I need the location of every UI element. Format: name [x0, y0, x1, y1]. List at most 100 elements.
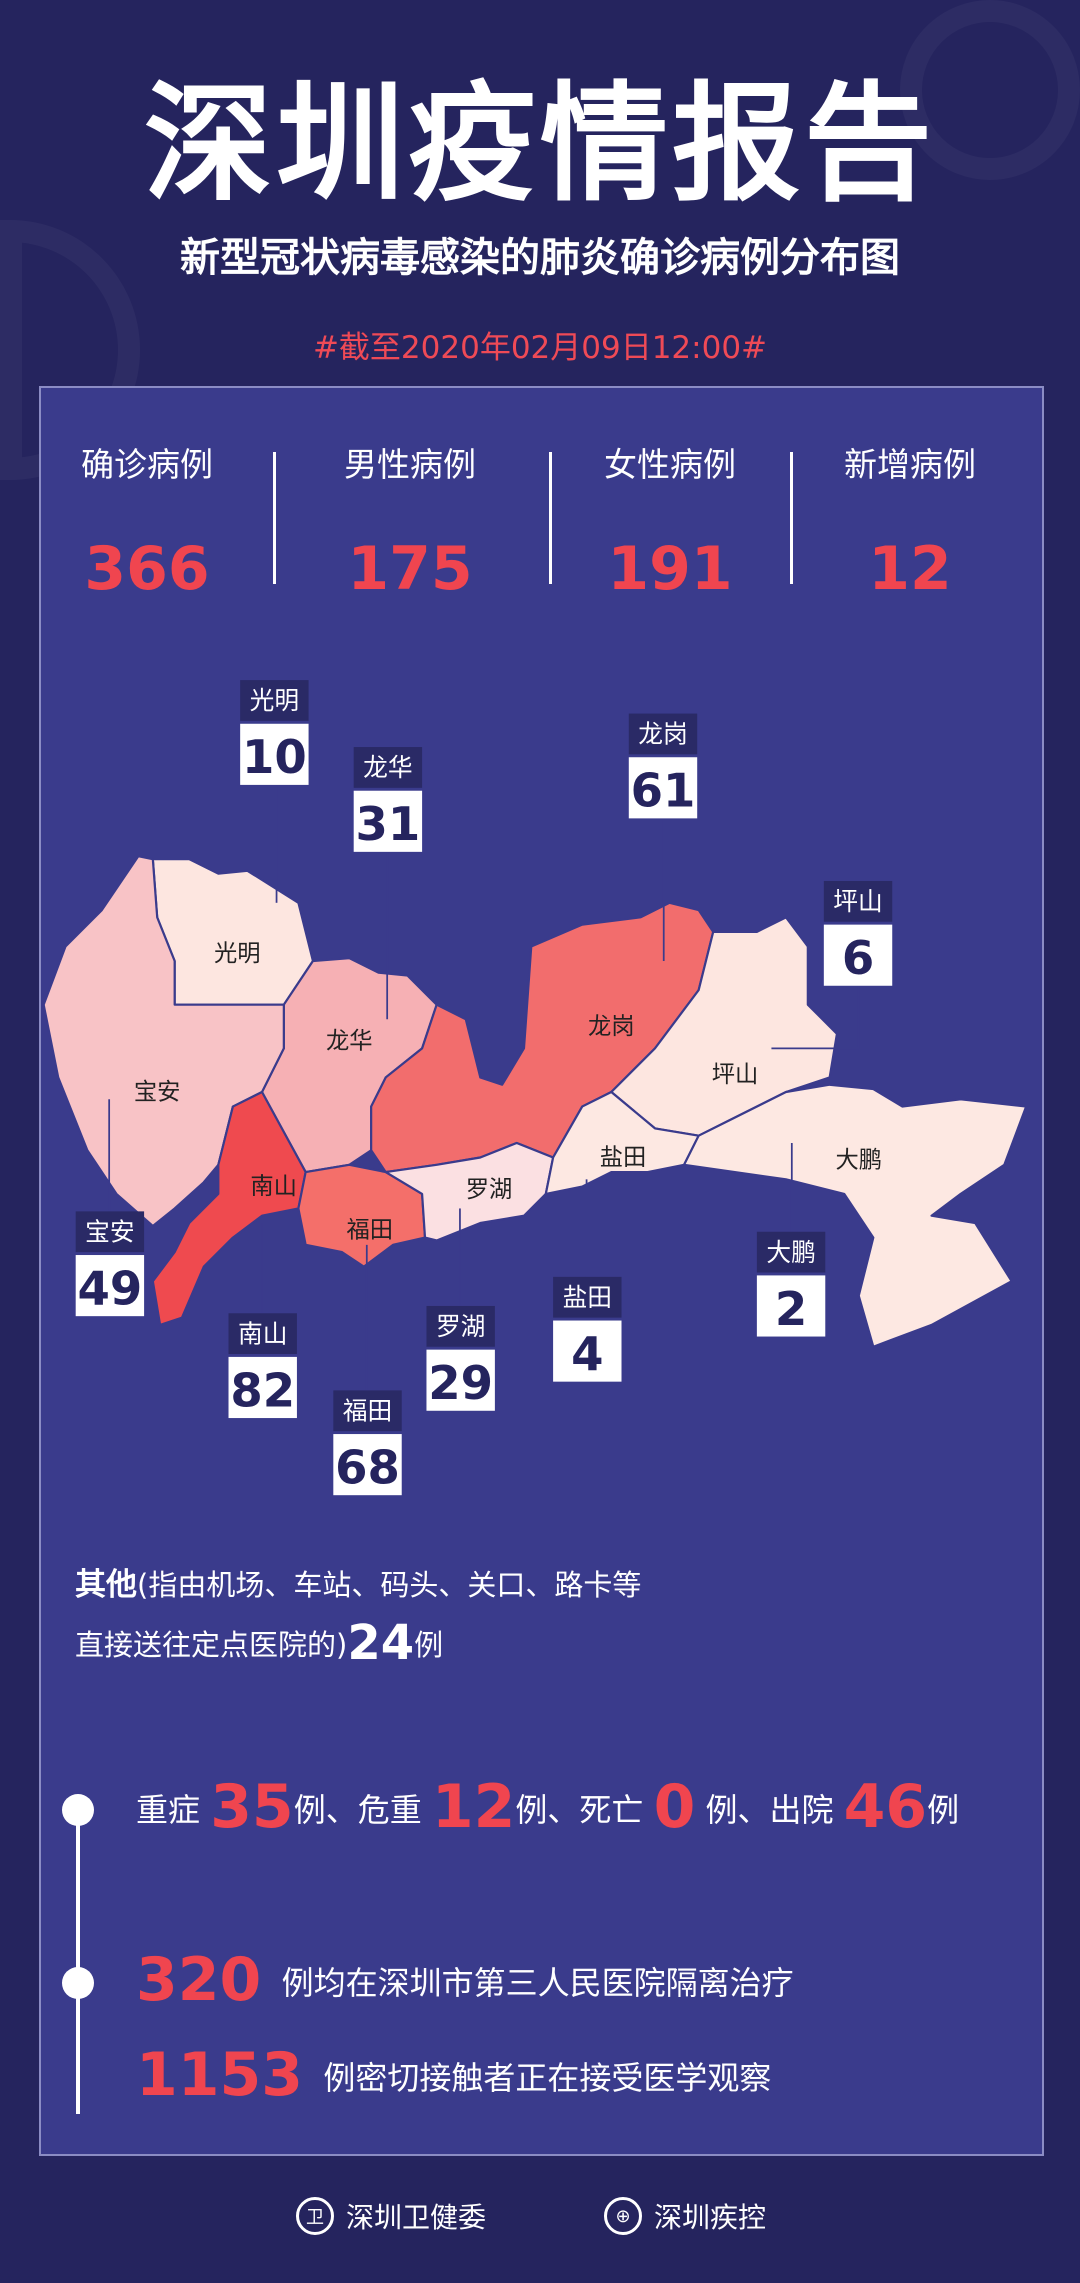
district-count: 2 — [775, 1282, 807, 1336]
district-map-label: 盐田 — [600, 1144, 647, 1171]
contacts-summary: 1153 例密切接触者正在接受医学观察 — [136, 2040, 771, 2110]
other-label: 其他 — [75, 1567, 137, 1603]
district-count-box — [75, 1255, 145, 1317]
district-map-label: 罗湖 — [466, 1176, 513, 1203]
district-name-tag — [426, 1305, 495, 1347]
district-name-tag — [240, 680, 309, 721]
org-name: 深圳卫健委 — [346, 2201, 487, 2234]
district-count: 68 — [335, 1441, 400, 1495]
district-name: 南山 — [238, 1319, 287, 1348]
district-map-label: 龙华 — [326, 1027, 373, 1054]
district-count: 31 — [355, 797, 420, 851]
district-shape-4 — [42, 855, 285, 1228]
org-name: 深圳疾控 — [654, 2201, 767, 2234]
logo-health-commission: 卫深圳卫健委 — [296, 2196, 486, 2236]
divider — [273, 452, 276, 584]
report-date: #截至2020年02月09日12:00# — [312, 330, 768, 366]
district-name: 福田 — [343, 1397, 392, 1426]
district-shapes — [42, 855, 1028, 1348]
district-map-label: 福田 — [346, 1217, 393, 1244]
district-shape-7 — [384, 1141, 555, 1242]
label: 例均在深圳市第三人民医院隔离治疗 — [281, 1964, 794, 2002]
district-name-tag — [333, 1390, 402, 1432]
district-count: 61 — [631, 764, 696, 818]
stat-label: 女性病例 — [604, 445, 736, 484]
critical-count: 12 — [431, 1772, 516, 1842]
district-name: 罗湖 — [436, 1312, 485, 1341]
logo-cdc: ⊕ 深圳疾控 — [604, 2196, 766, 2236]
district-count: 49 — [77, 1262, 142, 1316]
stat-new: 新增病例 12 — [790, 440, 1030, 604]
other-text: 直接送往定点医院的) — [75, 1628, 348, 1662]
district-name-tag — [756, 1231, 826, 1273]
district-count-box — [628, 757, 698, 819]
stat-male: 男性病例 175 — [290, 440, 530, 604]
district-map-label: 大鹏 — [835, 1147, 882, 1174]
footer: 卫深圳卫健委 ⊕ 深圳疾控 — [0, 2196, 1080, 2246]
district-name: 盐田 — [563, 1283, 612, 1312]
stat-confirmed: 确诊病例 366 — [27, 440, 267, 604]
district-count: 10 — [242, 730, 307, 784]
page-subtitle: 新型冠状病毒感染的肺炎确诊病例分布图 — [180, 235, 900, 281]
other-unit: 例 — [414, 1628, 444, 1662]
label: 例密切接触者正在接受医学观察 — [323, 2059, 772, 2097]
label: 例 — [927, 1791, 960, 1829]
other-cases-note: 其他(指由机场、车站、码头、关口、路卡等 直接送往定点医院的)24例 — [75, 1556, 975, 1674]
district-map-label: 宝安 — [134, 1078, 181, 1105]
district-count: 82 — [230, 1363, 295, 1417]
district-map-label: 龙岗 — [588, 1013, 635, 1040]
divider — [549, 452, 552, 584]
timeline-dot — [62, 1967, 94, 1999]
district-map-label: 坪山 — [712, 1061, 759, 1088]
district-name-tag — [353, 747, 423, 788]
isolated-count: 320 — [136, 1945, 262, 2015]
district-map-label: 光明 — [214, 940, 261, 967]
district-count-box — [353, 790, 423, 852]
district-shape-0 — [151, 858, 315, 1006]
district-name: 龙岗 — [638, 720, 687, 749]
district-name: 大鹏 — [766, 1238, 815, 1267]
district-count-box — [823, 924, 893, 986]
district-count-box — [333, 1434, 402, 1496]
label: 例、危重 — [293, 1791, 422, 1829]
stat-label: 男性病例 — [344, 445, 476, 484]
divider — [790, 452, 793, 584]
contacts-count: 1153 — [136, 2040, 303, 2110]
page-title: 深圳疫情报告 — [143, 70, 936, 219]
stat-value: 191 — [607, 534, 733, 604]
label: 例、死亡 — [515, 1791, 644, 1829]
district-name: 宝安 — [85, 1217, 134, 1246]
timeline-dot — [62, 1794, 94, 1826]
district-count-box — [553, 1320, 622, 1382]
leader-lines — [108, 786, 860, 1391]
district-name: 龙华 — [363, 753, 412, 782]
isolation-summary: 320 例均在深圳市第三人民医院隔离治疗 — [136, 1945, 794, 2015]
district-name-tag — [228, 1313, 297, 1355]
label: 例、出院 — [705, 1791, 834, 1829]
district-count-box — [756, 1275, 826, 1337]
stat-label: 确诊病例 — [81, 445, 213, 484]
district-labels: 光明光明10龙华龙华31龙岗龙岗61坪山坪山6宝安宝安49南山南山82福田福田6… — [75, 680, 893, 1496]
district-count: 29 — [428, 1356, 493, 1410]
district-count-box — [426, 1349, 495, 1411]
stat-label: 新增病例 — [844, 445, 976, 484]
district-count-box — [240, 723, 309, 785]
leader-line — [771, 985, 860, 1050]
severity-summary: 重症 35例、危重 12例、死亡 0 例、出院 46例 — [136, 1772, 959, 1842]
district-name: 坪山 — [833, 887, 882, 916]
district-name-tag — [75, 1211, 145, 1253]
shield-icon: ⊕ — [604, 2197, 642, 2235]
emblem-icon: 卫 — [296, 2197, 334, 2235]
label: 重症 — [136, 1791, 201, 1829]
death-count: 0 — [653, 1772, 696, 1842]
district-name: 光明 — [250, 686, 299, 715]
other-text: (指由机场、车站、码头、关口、路卡等 — [137, 1568, 642, 1602]
district-count: 4 — [571, 1327, 603, 1381]
timeline-line — [76, 1808, 80, 2114]
other-count: 24 — [347, 1615, 415, 1671]
district-name-tag — [628, 713, 698, 755]
severe-count: 35 — [210, 1772, 294, 1842]
district-map-label: 南山 — [250, 1173, 297, 1200]
district-count: 6 — [842, 931, 874, 985]
